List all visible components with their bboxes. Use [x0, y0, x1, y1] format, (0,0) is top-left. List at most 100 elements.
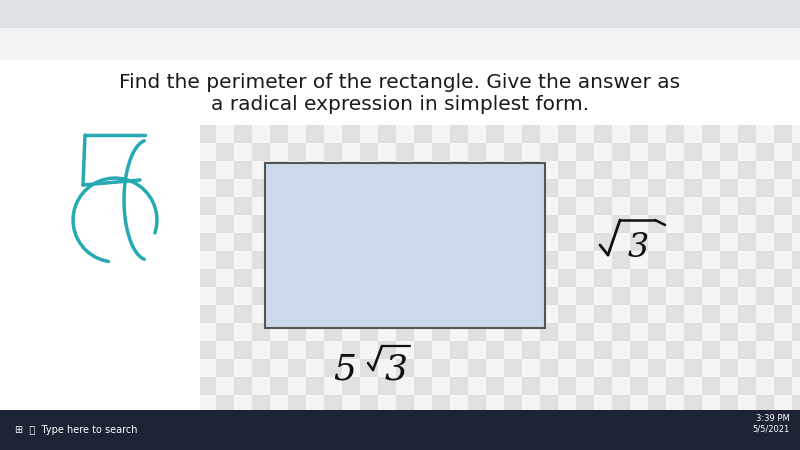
Bar: [252, 269, 270, 287]
Bar: [576, 233, 594, 251]
Bar: [486, 251, 504, 269]
Bar: [36, 125, 54, 143]
Bar: [702, 197, 720, 215]
Bar: [612, 305, 630, 323]
Bar: [0, 251, 18, 269]
Bar: [648, 251, 666, 269]
Bar: [738, 395, 756, 413]
Bar: [558, 233, 576, 251]
Bar: [450, 341, 468, 359]
Bar: [90, 287, 108, 305]
Bar: [702, 143, 720, 161]
Bar: [216, 233, 234, 251]
Bar: [306, 377, 324, 395]
Bar: [432, 251, 450, 269]
Bar: [288, 323, 306, 341]
Bar: [486, 233, 504, 251]
Bar: [180, 233, 198, 251]
Bar: [144, 251, 162, 269]
Bar: [432, 287, 450, 305]
Bar: [486, 395, 504, 413]
Bar: [558, 287, 576, 305]
Bar: [720, 143, 738, 161]
Bar: [216, 143, 234, 161]
Bar: [720, 251, 738, 269]
Bar: [450, 377, 468, 395]
Bar: [270, 251, 288, 269]
Bar: [396, 323, 414, 341]
Bar: [198, 305, 216, 323]
Bar: [90, 125, 108, 143]
Bar: [558, 197, 576, 215]
Bar: [36, 269, 54, 287]
Bar: [576, 251, 594, 269]
Bar: [306, 269, 324, 287]
Bar: [504, 305, 522, 323]
Bar: [558, 179, 576, 197]
Bar: [522, 377, 540, 395]
Bar: [450, 305, 468, 323]
Bar: [288, 287, 306, 305]
Bar: [36, 287, 54, 305]
Bar: [540, 179, 558, 197]
Bar: [180, 305, 198, 323]
Bar: [774, 323, 792, 341]
Bar: [18, 143, 36, 161]
Bar: [486, 269, 504, 287]
Bar: [666, 197, 684, 215]
Bar: [126, 323, 144, 341]
Bar: [360, 233, 378, 251]
Bar: [108, 305, 126, 323]
Bar: [684, 197, 702, 215]
Bar: [0, 161, 18, 179]
Bar: [414, 359, 432, 377]
Bar: [558, 341, 576, 359]
Bar: [594, 233, 612, 251]
Bar: [396, 341, 414, 359]
Bar: [792, 197, 800, 215]
Bar: [108, 179, 126, 197]
Bar: [324, 215, 342, 233]
Bar: [468, 197, 486, 215]
Bar: [630, 305, 648, 323]
Bar: [162, 215, 180, 233]
Bar: [468, 377, 486, 395]
Bar: [360, 125, 378, 143]
Bar: [306, 125, 324, 143]
Bar: [144, 215, 162, 233]
Bar: [0, 341, 18, 359]
Bar: [558, 251, 576, 269]
Bar: [162, 305, 180, 323]
Bar: [144, 305, 162, 323]
Bar: [504, 251, 522, 269]
Bar: [540, 305, 558, 323]
Bar: [270, 179, 288, 197]
Bar: [648, 305, 666, 323]
Bar: [0, 125, 18, 143]
Bar: [666, 233, 684, 251]
Bar: [792, 341, 800, 359]
Bar: [648, 377, 666, 395]
Bar: [36, 305, 54, 323]
Bar: [252, 323, 270, 341]
Bar: [576, 341, 594, 359]
Bar: [594, 359, 612, 377]
Bar: [0, 287, 18, 305]
Bar: [774, 251, 792, 269]
Bar: [162, 359, 180, 377]
Bar: [54, 215, 72, 233]
Bar: [270, 215, 288, 233]
Bar: [684, 233, 702, 251]
Bar: [18, 341, 36, 359]
Bar: [360, 143, 378, 161]
Bar: [144, 359, 162, 377]
Bar: [126, 197, 144, 215]
Bar: [720, 215, 738, 233]
Bar: [774, 341, 792, 359]
Bar: [324, 143, 342, 161]
Bar: [576, 197, 594, 215]
Bar: [594, 179, 612, 197]
Bar: [576, 287, 594, 305]
Bar: [594, 143, 612, 161]
Bar: [666, 323, 684, 341]
